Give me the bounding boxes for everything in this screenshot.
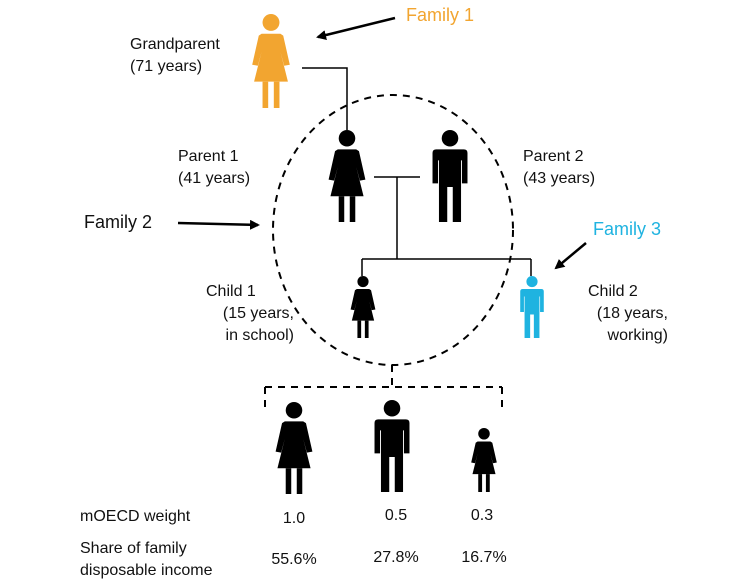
family-2-bracket: [264, 365, 503, 412]
family-1-arrow: [316, 16, 396, 40]
child-1-detail-line2: in school): [225, 327, 294, 344]
weight-value-child: 0.3: [470, 507, 494, 524]
parent-2-name: Parent 2: [523, 148, 584, 165]
female-person-icon: [275, 402, 313, 494]
parent-1-figure: [328, 130, 366, 222]
grandparent-name: Grandparent: [130, 36, 220, 53]
parents-connector: [361, 176, 532, 276]
male-person-icon: [432, 130, 468, 222]
share-value-adult2: 27.8%: [373, 549, 419, 566]
grandparent-label: Grandparent (71 years): [130, 34, 220, 78]
parent-1-label: Parent 1 (41 years): [178, 146, 250, 190]
share-value-child: 16.7%: [461, 549, 507, 566]
share-value-adult1: 55.6%: [271, 551, 317, 568]
family-3-arrow: [554, 242, 587, 270]
parent-1-detail: (41 years): [178, 170, 251, 187]
female-person-icon: [328, 130, 366, 222]
grandparent-figure: [252, 14, 290, 108]
family-1-label: Family 1: [406, 5, 475, 25]
female-person-icon: [252, 14, 290, 108]
male-person-icon: [374, 400, 410, 492]
family-2-arrow: [177, 219, 260, 230]
parent-1-name: Parent 1: [178, 148, 239, 165]
child-2-figure: [520, 276, 544, 338]
weight-value-adult2: 0.5: [384, 507, 408, 524]
female-person-icon: [350, 276, 376, 338]
family-2-label: Family 2: [84, 212, 153, 232]
family-2-boundary: [272, 94, 514, 366]
parent-2-figure: [432, 130, 468, 222]
grandparent-detail: (71 years): [130, 58, 203, 75]
child-2-detail-line2: working): [607, 327, 668, 344]
child-equivalent-figure: [471, 428, 497, 492]
child-1-name: Child 1: [206, 283, 256, 300]
weight-value-adult1: 1.0: [282, 510, 306, 527]
female-person-icon: [471, 428, 497, 492]
child-1-figure: [350, 276, 376, 338]
child-2-label: Child 2 (18 years, working): [580, 281, 668, 347]
grandparent-connector: [302, 67, 348, 130]
share-label-line2: disposable income: [80, 562, 213, 579]
adult-2-equivalent-figure: [374, 400, 410, 492]
child-2-name: Child 2: [588, 283, 638, 300]
child-2-detail-line1: (18 years,: [596, 305, 668, 322]
child-1-detail-line1: (15 years,: [222, 305, 294, 322]
share-row-label: Share of family disposable income: [80, 538, 213, 582]
share-label-line1: Share of family: [80, 540, 187, 557]
child-1-label: Child 1 (15 years, in school): [180, 281, 294, 347]
family-3-label: Family 3: [593, 219, 662, 239]
parent-2-label: Parent 2 (43 years): [523, 146, 595, 190]
male-person-icon: [520, 276, 544, 338]
adult-1-equivalent-figure: [275, 402, 313, 494]
parent-2-detail: (43 years): [523, 170, 596, 187]
weight-row-label: mOECD weight: [80, 508, 191, 525]
